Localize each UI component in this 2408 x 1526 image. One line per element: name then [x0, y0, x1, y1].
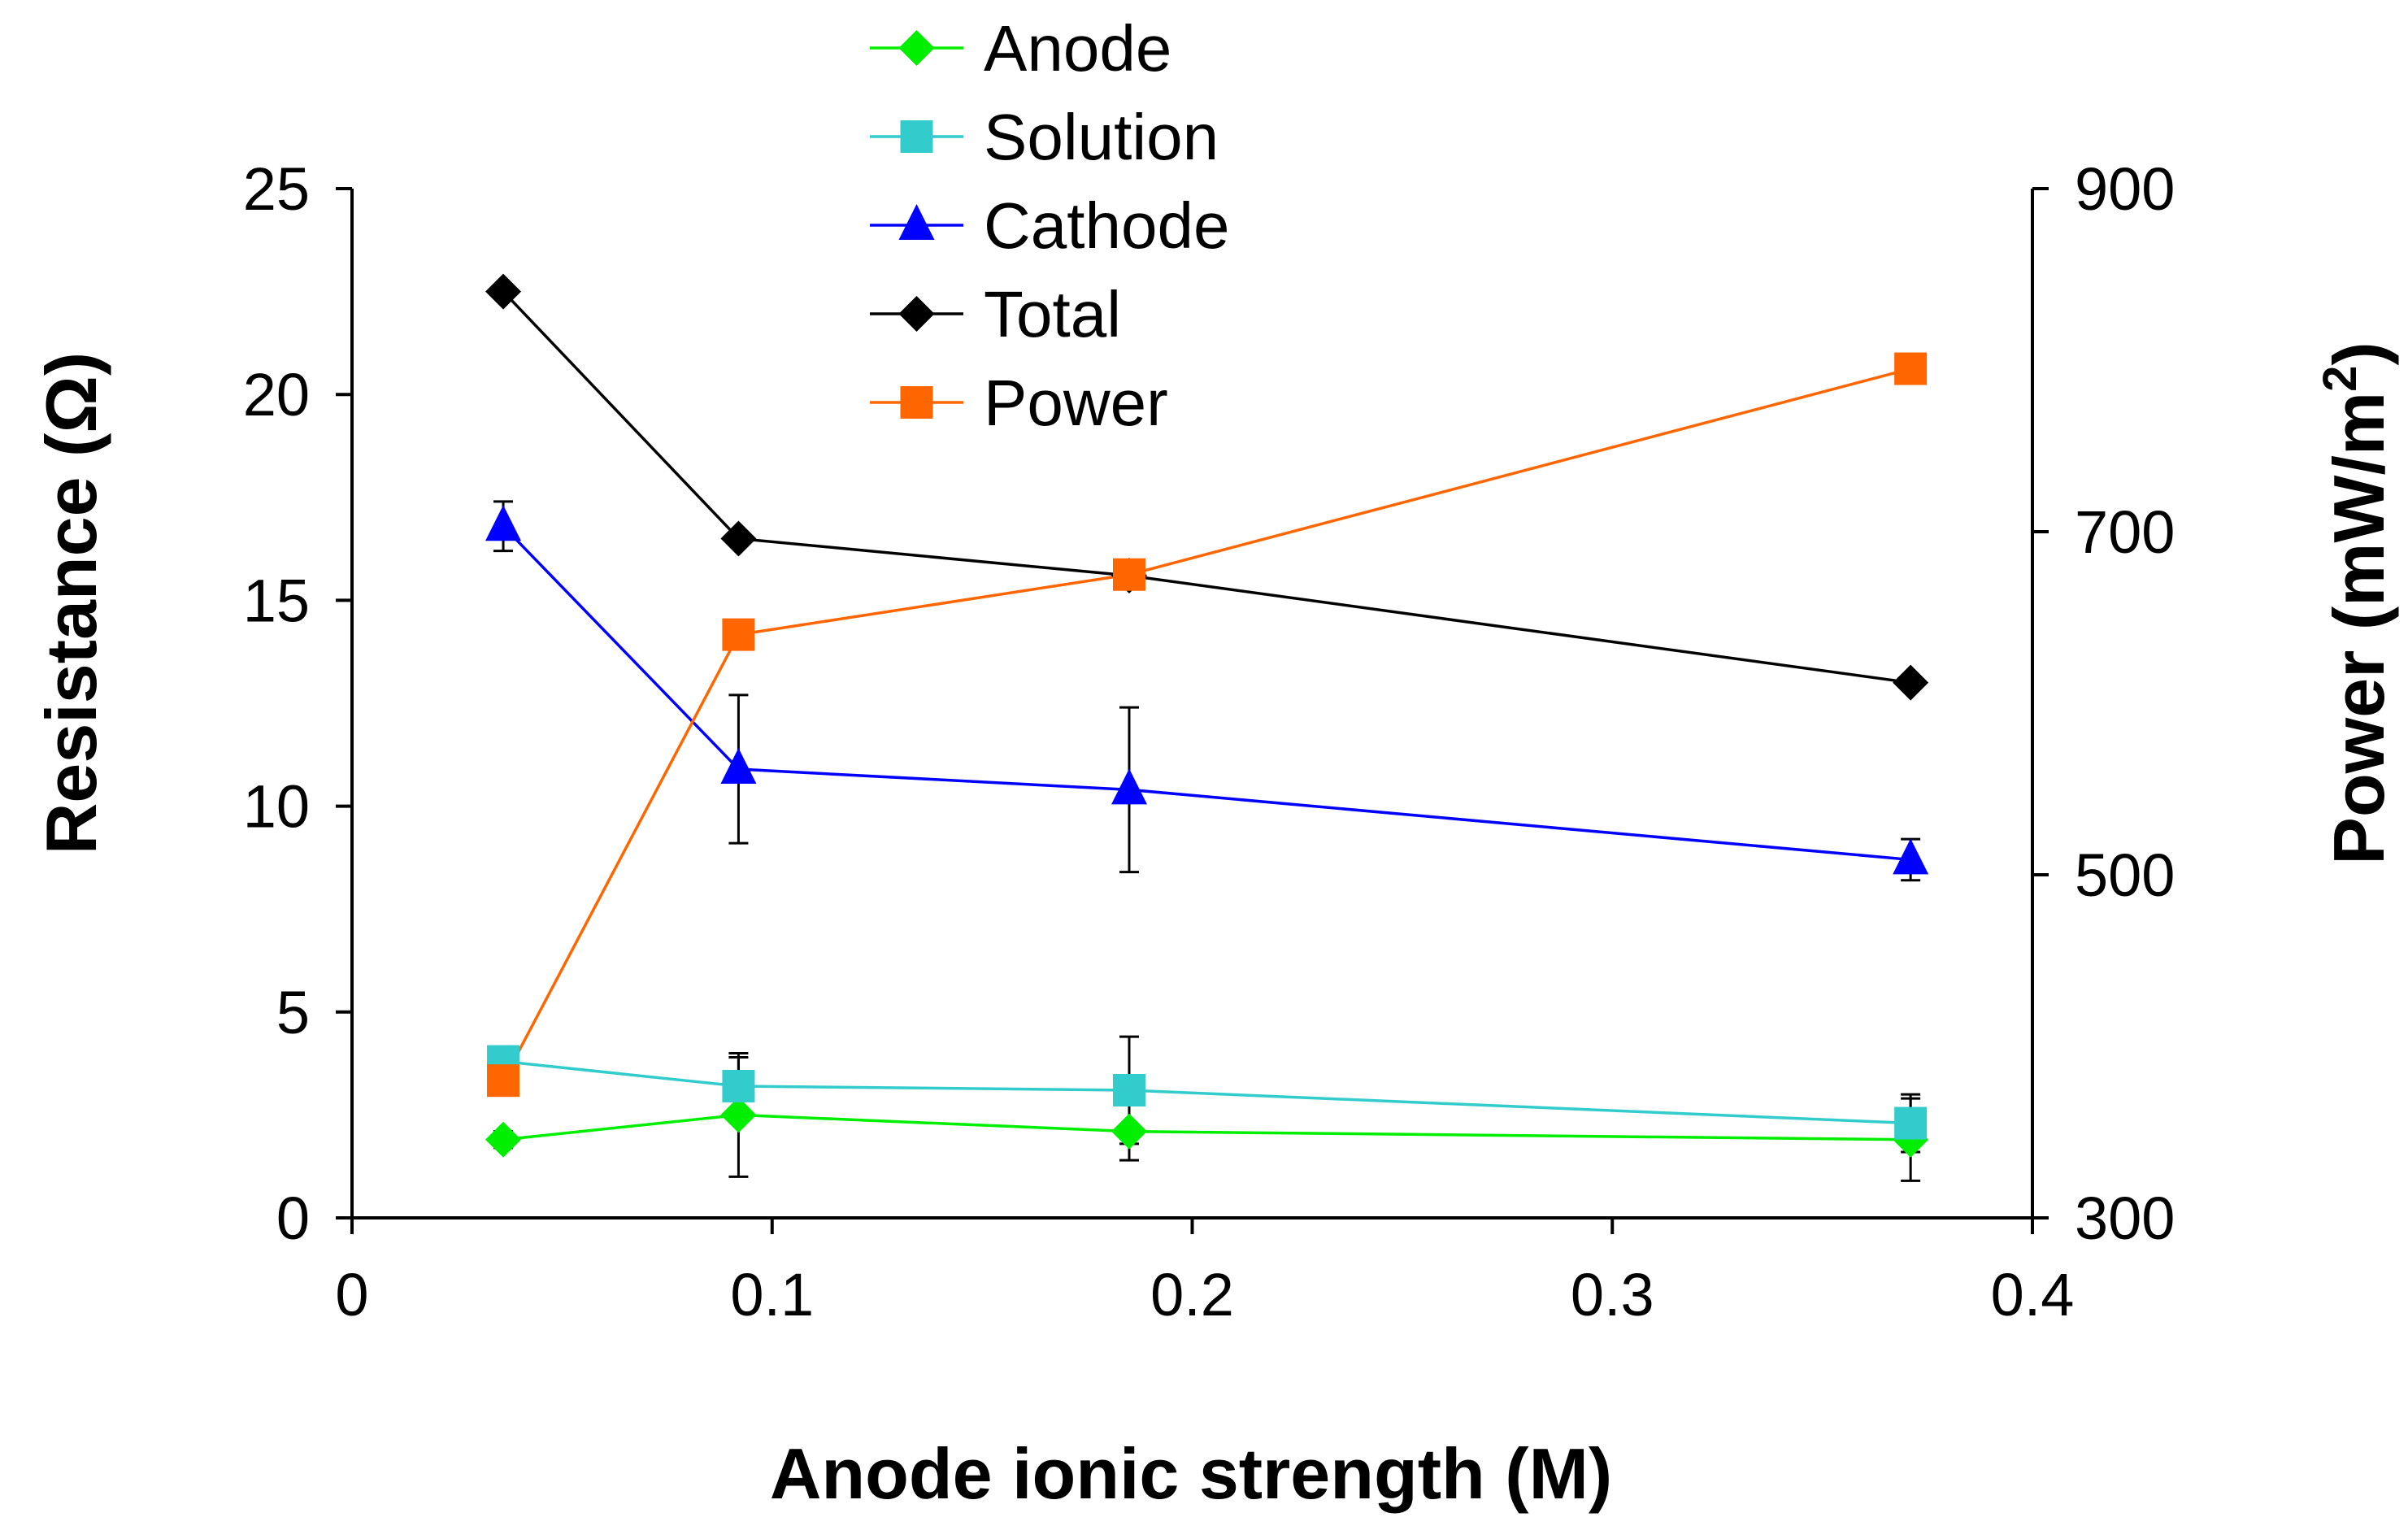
y-tick-label: 20 — [243, 361, 310, 428]
y2-tick-label: 900 — [2075, 155, 2175, 223]
legend-item-anode: Anode — [870, 12, 1171, 85]
y-tick-label: 10 — [243, 773, 310, 841]
power-data-point — [1894, 352, 1928, 385]
solution-data-point — [722, 1069, 755, 1102]
legend-marker-total — [898, 296, 935, 332]
y2-axis-title-superscript: 2 — [2314, 366, 2367, 392]
anode-data-point — [485, 1121, 522, 1158]
y-tick-label: 25 — [243, 155, 310, 223]
y2-axis-title-suffix: ) — [2319, 341, 2399, 365]
solution-data-point — [1894, 1106, 1928, 1140]
solution-data-point — [1112, 1074, 1145, 1107]
axes: 0 5 10 15 20 25 300 500 700 900 0 0.1 0.2 0.3 0.4 — [243, 155, 2175, 1328]
y-tick-label: 15 — [243, 567, 310, 634]
legend-label-cathode: Cathode — [984, 189, 1229, 262]
legend-marker-cathode — [898, 204, 935, 240]
cathode-data-point — [1893, 838, 1929, 875]
legend-item-cathode: Cathode — [870, 189, 1229, 262]
series-markers — [485, 273, 1929, 1158]
x-tick-label: 0 — [335, 1261, 368, 1328]
total-data-point — [1893, 664, 1929, 701]
anode-data-point — [720, 1097, 757, 1133]
total-data-point — [485, 273, 522, 310]
power-data-point — [1112, 558, 1145, 591]
y2-tick-label: 300 — [2075, 1185, 2175, 1252]
legend-label-solution: Solution — [984, 101, 1219, 173]
cathode-series-line — [502, 525, 1911, 862]
legend-label-power: Power — [984, 367, 1168, 439]
cathode-data-point — [485, 505, 522, 541]
cathode-data-point — [1111, 768, 1147, 805]
anode-data-point — [1111, 1113, 1147, 1150]
x-axis-title: Anode ionic strength (M) — [770, 1433, 1612, 1514]
cathode-data-point — [720, 748, 757, 785]
series-lines — [502, 290, 1911, 1141]
y-axis-title: Resistance (Ω) — [31, 352, 111, 854]
power-data-point — [487, 1064, 520, 1098]
x-tick-label: 0.3 — [1571, 1261, 1654, 1328]
anode-series-line — [502, 1113, 1911, 1141]
y2-axis-title-main: Power (mW/m — [2319, 392, 2399, 865]
legend-marker-anode — [898, 30, 935, 66]
legend-item-solution: Solution — [870, 101, 1219, 173]
legend-marker-solution — [900, 120, 933, 153]
legend-marker-power — [900, 386, 933, 419]
legend-item-total: Total — [870, 278, 1121, 350]
x-tick-label: 0.2 — [1150, 1261, 1234, 1328]
legend: Anode Solution Cathode Total Power — [870, 12, 1229, 439]
legend-label-total: Total — [984, 278, 1121, 350]
y2-tick-label: 700 — [2075, 498, 2175, 566]
y2-axis-title: Power (mW/m2) — [2314, 341, 2399, 864]
y2-tick-label: 500 — [2075, 841, 2175, 909]
legend-label-anode: Anode — [984, 12, 1171, 85]
solution-series-line — [502, 1059, 1911, 1125]
power-data-point — [722, 618, 755, 651]
x-tick-label: 0.1 — [730, 1261, 814, 1328]
x-tick-label: 0.4 — [1991, 1261, 2075, 1328]
power-series-line — [502, 367, 1911, 1082]
legend-item-power: Power — [870, 367, 1168, 439]
y-tick-label: 5 — [276, 979, 310, 1046]
total-data-point — [720, 520, 757, 557]
total-series-line — [502, 290, 1911, 685]
y-tick-label: 0 — [276, 1185, 310, 1252]
